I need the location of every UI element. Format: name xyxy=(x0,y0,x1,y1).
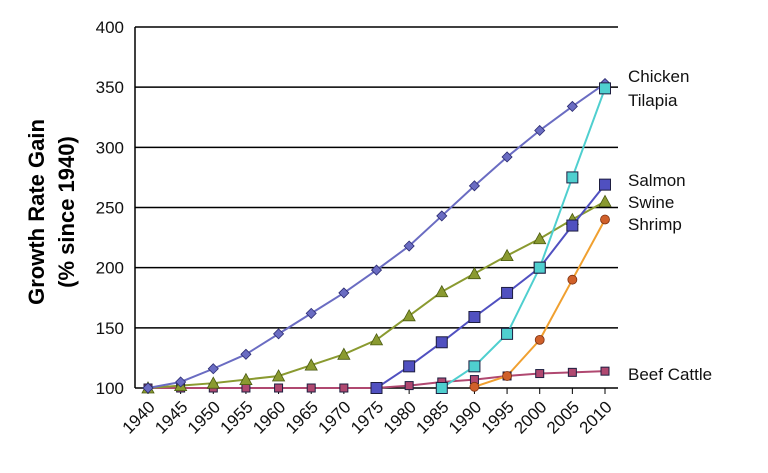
y-axis-title-line-2: (% since 1940) xyxy=(54,136,79,288)
beef-cattle-marker xyxy=(535,369,545,379)
swine-marker xyxy=(239,372,253,385)
chicken-marker xyxy=(273,328,285,340)
swine-line xyxy=(147,200,606,389)
swine-marker xyxy=(271,369,286,382)
salmon-marker xyxy=(468,311,481,324)
x-tick-label: 1985 xyxy=(412,397,452,437)
chicken-marker xyxy=(142,382,154,394)
x-tick-label: 1995 xyxy=(478,397,518,437)
salmon-marker xyxy=(501,286,514,299)
tilapia-marker xyxy=(435,382,448,394)
salmon-marker xyxy=(403,360,416,373)
x-tick-label: 2010 xyxy=(576,397,616,437)
x-tick-label: 1965 xyxy=(282,397,322,437)
chicken-marker xyxy=(566,100,578,112)
x-tick-label: 1970 xyxy=(315,397,355,437)
swine-marker xyxy=(369,333,384,346)
beef-cattle-marker xyxy=(600,366,610,376)
series-labels: Chicken Tilapia Salmon Swine Shrimp Beef Catt… xyxy=(628,67,712,384)
swine-marker xyxy=(304,358,318,371)
x-tick-label: 1975 xyxy=(347,397,387,437)
shrimp-marker xyxy=(600,214,610,225)
salmon-marker xyxy=(370,382,383,394)
chicken-marker xyxy=(403,240,415,252)
x-tick-label: 1955 xyxy=(217,397,257,437)
x-tick-label: 2005 xyxy=(543,397,583,437)
series-label-shrimp: Shrimp xyxy=(628,215,682,234)
y-axis-title-line-1: Growth Rate Gain xyxy=(24,119,49,305)
swine-marker xyxy=(435,284,449,298)
y-tick-label: 100 xyxy=(96,379,124,398)
x-tick-label: 1990 xyxy=(445,397,485,437)
x-tick-label: 1950 xyxy=(184,397,224,437)
y-tick-label: 350 xyxy=(96,78,124,97)
swine-marker xyxy=(206,376,220,389)
shrimp-marker xyxy=(534,334,545,345)
y-tick-label: 400 xyxy=(96,18,124,37)
chicken-marker xyxy=(338,287,350,299)
y-tick-label: 200 xyxy=(96,259,124,278)
x-axis: 1940194519501955196019651970197519801985… xyxy=(119,388,616,438)
tilapia-marker xyxy=(599,82,611,95)
beef-cattle-marker xyxy=(306,383,316,393)
swine-marker xyxy=(467,266,482,280)
salmon-line xyxy=(375,184,606,389)
chicken-marker xyxy=(240,348,252,360)
swine-marker xyxy=(337,347,351,360)
beef-cattle-marker xyxy=(567,367,577,377)
beef-cattle-marker xyxy=(241,383,251,393)
shrimp-marker xyxy=(567,274,578,285)
x-tick-label: 2000 xyxy=(510,397,550,437)
x-tick-label: 1980 xyxy=(380,397,420,437)
chicken-marker xyxy=(436,210,448,222)
series-label-beef-cattle: Beef Cattle xyxy=(628,365,712,384)
tilapia-marker xyxy=(566,171,579,184)
shrimp-marker xyxy=(502,371,512,381)
swine-marker xyxy=(533,231,547,245)
beef-cattle-marker xyxy=(339,383,349,393)
tilapia-line xyxy=(441,88,606,389)
x-tick-label: 1945 xyxy=(151,397,191,437)
shrimp-marker xyxy=(469,381,480,392)
y-tick-label: 150 xyxy=(96,319,124,338)
salmon-marker xyxy=(599,178,611,191)
y-tick-label: 300 xyxy=(96,138,124,157)
tilapia-marker xyxy=(533,261,546,274)
chicken-marker xyxy=(305,307,317,319)
series-label-swine: Swine xyxy=(628,193,674,212)
chicken-marker xyxy=(175,376,187,388)
y-tick-label: 250 xyxy=(96,199,124,218)
swine-marker xyxy=(598,194,612,207)
series-markers xyxy=(141,77,612,394)
tilapia-marker xyxy=(501,327,514,340)
y-axis: 100 150 200 250 300 350 400 xyxy=(96,18,136,398)
chicken-marker xyxy=(370,264,383,276)
x-tick-label: 1960 xyxy=(249,397,289,437)
series-label-tilapia: Tilapia xyxy=(628,91,678,110)
chicken-marker xyxy=(468,180,480,192)
salmon-marker xyxy=(566,219,579,232)
swine-marker xyxy=(500,248,514,262)
series-label-chicken: Chicken xyxy=(628,67,689,86)
tilapia-marker xyxy=(468,360,481,373)
chicken-marker xyxy=(207,363,219,375)
series-label-salmon: Salmon xyxy=(628,171,686,190)
beef-cattle-marker xyxy=(404,381,414,391)
x-tick-label: 1940 xyxy=(119,397,159,437)
salmon-marker xyxy=(435,336,448,349)
chicken-marker xyxy=(534,124,546,137)
chicken-marker xyxy=(501,151,513,163)
beef-cattle-marker xyxy=(274,383,284,393)
swine-marker xyxy=(402,308,416,322)
